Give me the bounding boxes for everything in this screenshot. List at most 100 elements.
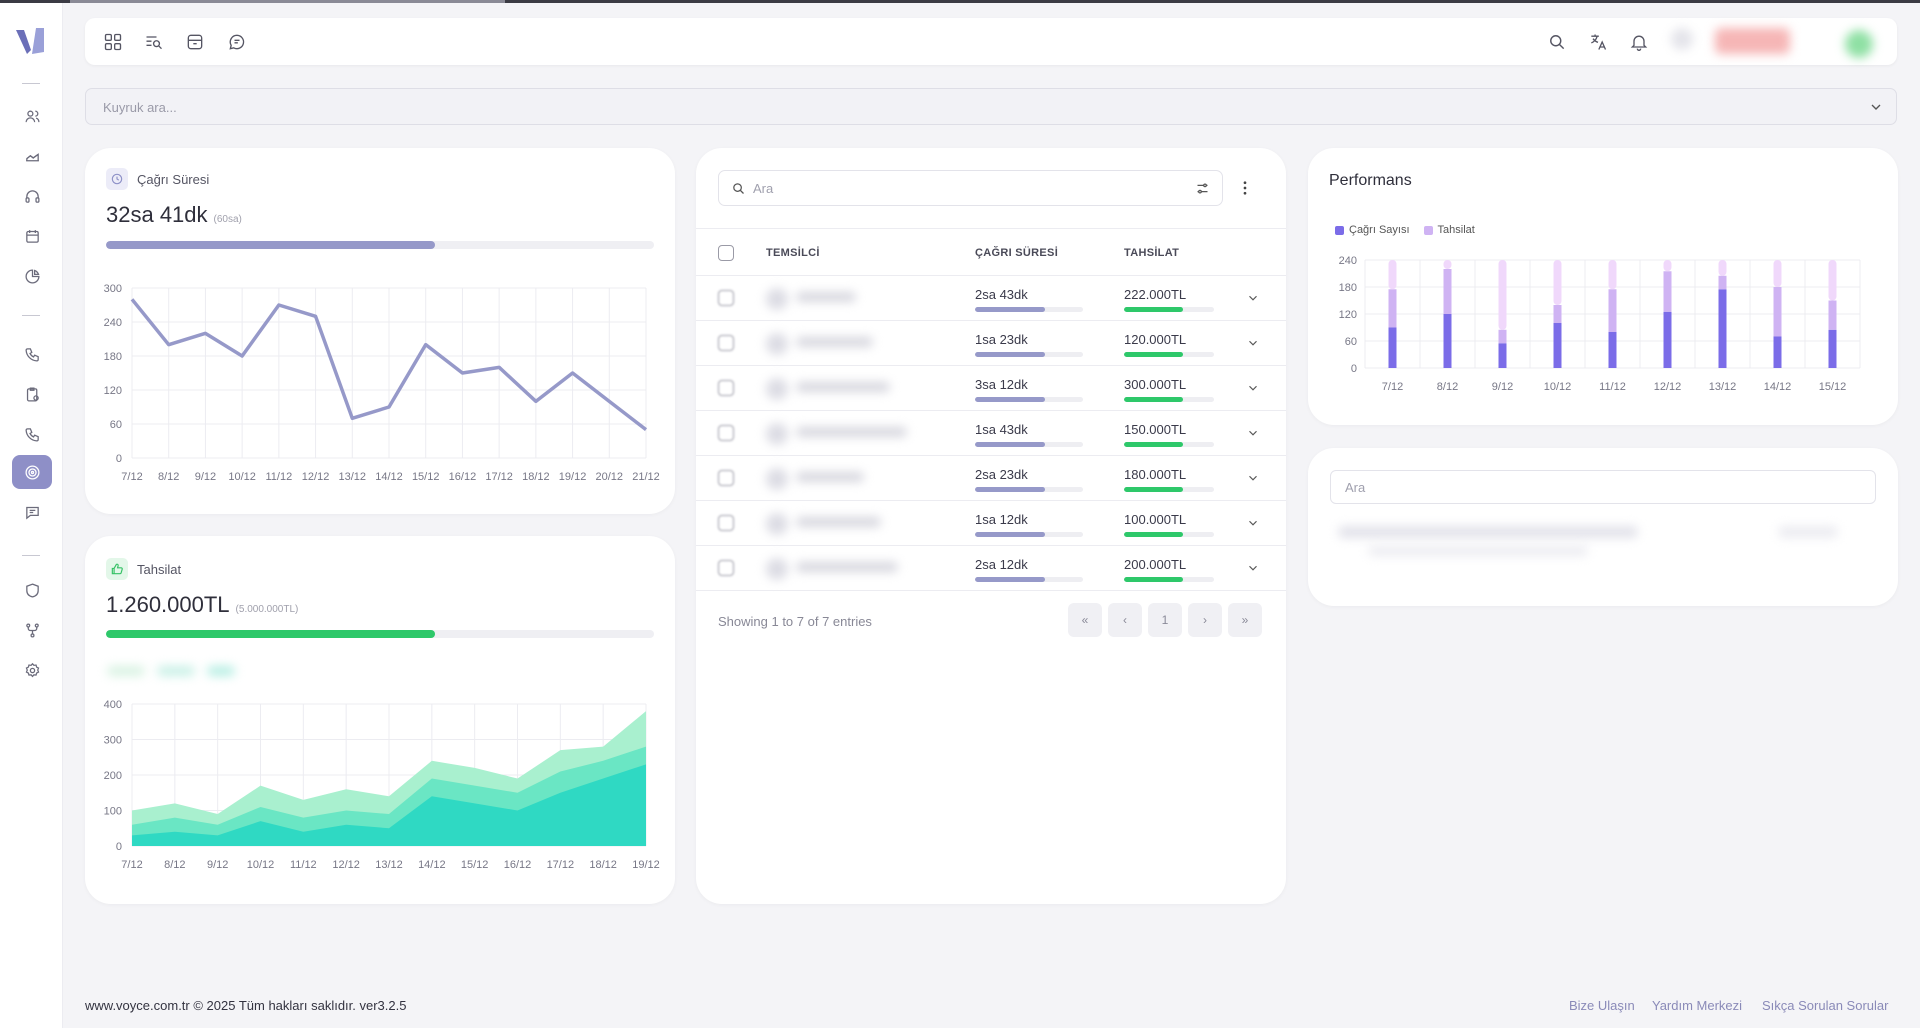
search-icon[interactable]	[1545, 30, 1569, 54]
translate-icon[interactable]	[1586, 30, 1610, 54]
status-indicator[interactable]	[1671, 28, 1693, 50]
sidebar-item-flows[interactable]	[12, 613, 52, 647]
sidebar-item-targets[interactable]	[12, 455, 52, 489]
apps-icon[interactable]	[101, 30, 125, 54]
collection-card: Tahsilat 1.260.000TL (5.000.000TL) 7/12 8/…	[85, 536, 675, 904]
y-tick-label: 400	[104, 699, 122, 711]
chevron-down-icon[interactable]	[1246, 381, 1260, 395]
collection-mini-fill	[1124, 397, 1183, 402]
collection-mini-fill	[1124, 442, 1183, 447]
table-row[interactable]: 2sa 12dk 200.000TL	[696, 546, 1286, 591]
row-checkbox[interactable]	[718, 425, 734, 441]
duration-mini-fill	[975, 577, 1046, 582]
row-checkbox[interactable]	[718, 515, 734, 531]
logo-icon[interactable]	[14, 26, 46, 56]
list-search-icon[interactable]	[142, 30, 166, 54]
collection-value: 1.260.000TL (5.000.000TL)	[106, 592, 298, 618]
x-tick-label: 11/12	[1599, 381, 1626, 393]
bell-icon[interactable]	[1627, 30, 1651, 54]
sidebar-item-security[interactable]	[12, 573, 52, 607]
y-tick-label: 200	[104, 770, 122, 782]
duration-mini-fill	[975, 532, 1046, 537]
select-all-checkbox[interactable]	[718, 245, 734, 261]
agent-name	[796, 517, 881, 527]
chevron-down-icon[interactable]	[1246, 336, 1260, 350]
sidebar-item-users[interactable]	[12, 99, 52, 133]
collection-cell: 222.000TL	[1124, 287, 1187, 302]
sidebar-item-settings[interactable]	[12, 653, 52, 687]
sidebar-item-messages[interactable]	[12, 495, 52, 529]
archive-icon[interactable]	[183, 30, 207, 54]
y-tick-label: 60	[110, 419, 122, 431]
chevron-down-icon[interactable]	[1246, 426, 1260, 440]
call-duration-cell: 3sa 12dk	[975, 377, 1028, 392]
collection-cell: 150.000TL	[1124, 422, 1187, 437]
table-row[interactable]: 1sa 43dk 150.000TL	[696, 411, 1286, 456]
sidebar-item-reports[interactable]	[12, 139, 52, 173]
row-checkbox[interactable]	[718, 380, 734, 396]
collection-amount: 1.260.000TL	[106, 592, 230, 617]
table-row[interactable]: 2sa 23dk 180.000TL	[696, 456, 1286, 501]
row-checkbox[interactable]	[718, 290, 734, 306]
column-call-duration[interactable]: ÇAĞRI SÜRESİ	[975, 247, 1059, 259]
next-page-button[interactable]: ›	[1188, 603, 1222, 637]
table-row[interactable]: 1sa 23dk 120.000TL	[696, 321, 1286, 366]
phone-calling-icon	[24, 427, 39, 442]
column-collection[interactable]: TAHSİLAT	[1124, 247, 1180, 259]
call-duration-progress	[106, 241, 654, 249]
table-row[interactable]: 2sa 43dk 222.000TL	[696, 276, 1286, 321]
x-tick-label: 15/12	[412, 471, 440, 483]
card-title: Çağrı Süresi	[106, 168, 209, 190]
card-title: Tahsilat	[106, 558, 181, 580]
table-search-input[interactable]: Ara	[718, 170, 1223, 206]
prev-page-button[interactable]: ‹	[1108, 603, 1142, 637]
avatar	[766, 423, 788, 445]
y-tick-label: 60	[1345, 336, 1357, 348]
chevron-down-icon[interactable]	[1246, 291, 1260, 305]
sidebar-divider	[22, 555, 40, 556]
more-vertical-icon[interactable]	[1236, 178, 1254, 198]
row-checkbox[interactable]	[718, 560, 734, 576]
bar-segment	[1443, 260, 1452, 269]
agent-name	[796, 562, 898, 572]
target-icon	[24, 464, 40, 480]
table-row[interactable]: 1sa 12dk 100.000TL	[696, 501, 1286, 546]
row-checkbox[interactable]	[718, 470, 734, 486]
contact-link[interactable]: Bize Ulaşın	[1569, 998, 1635, 1013]
first-page-button[interactable]: «	[1068, 603, 1102, 637]
avatar[interactable]	[1845, 30, 1873, 58]
sidebar-item-tasks[interactable]	[12, 377, 52, 411]
faq-link[interactable]: Sıkça Sorulan Sorular	[1762, 998, 1889, 1013]
call-card-title: Çağrı Süresi	[137, 171, 210, 187]
duration-mini-bar	[975, 397, 1083, 402]
duration-mini-bar	[975, 577, 1083, 582]
chevron-down-icon[interactable]	[1246, 561, 1260, 575]
column-agent[interactable]: TEMSİLCİ	[766, 247, 820, 259]
sidebar-item-calendar[interactable]	[12, 219, 52, 253]
chevron-down-icon[interactable]	[1246, 516, 1260, 530]
y-tick-label: 120	[104, 385, 122, 397]
chevron-down-icon[interactable]	[1246, 471, 1260, 485]
table-row[interactable]: 3sa 12dk 300.000TL	[696, 366, 1286, 411]
collection-progress-fill	[106, 630, 435, 638]
last-page-button[interactable]: »	[1228, 603, 1262, 637]
pagination: « ‹ 1 › »	[1068, 603, 1268, 637]
table-search-placeholder: Ara	[753, 181, 774, 196]
side-search-input[interactable]: Ara	[1330, 470, 1876, 504]
help-center-link[interactable]: Yardım Merkezi	[1652, 998, 1743, 1013]
filter-sliders-icon[interactable]	[1195, 181, 1210, 196]
queue-select[interactable]: Kuyruk ara...	[85, 88, 1897, 125]
bar-segment	[1718, 260, 1727, 276]
call-duration-chart: 7/12 8/12 9/12 10/12 11/12 12/12 13/12 14/12 15/…	[104, 283, 660, 483]
sidebar-item-statistics[interactable]	[12, 259, 52, 293]
sidebar-item-calls[interactable]	[12, 337, 52, 371]
row-checkbox[interactable]	[718, 335, 734, 351]
bar-segment	[1388, 327, 1397, 368]
avatar	[766, 468, 788, 490]
x-tick-label: 14/12	[418, 859, 446, 871]
page-1-button[interactable]: 1	[1148, 603, 1182, 637]
sidebar-item-headset[interactable]	[12, 179, 52, 213]
chat-icon[interactable]	[225, 30, 249, 54]
sidebar-item-call-log[interactable]	[12, 417, 52, 451]
user-status-badge[interactable]	[1715, 28, 1790, 54]
